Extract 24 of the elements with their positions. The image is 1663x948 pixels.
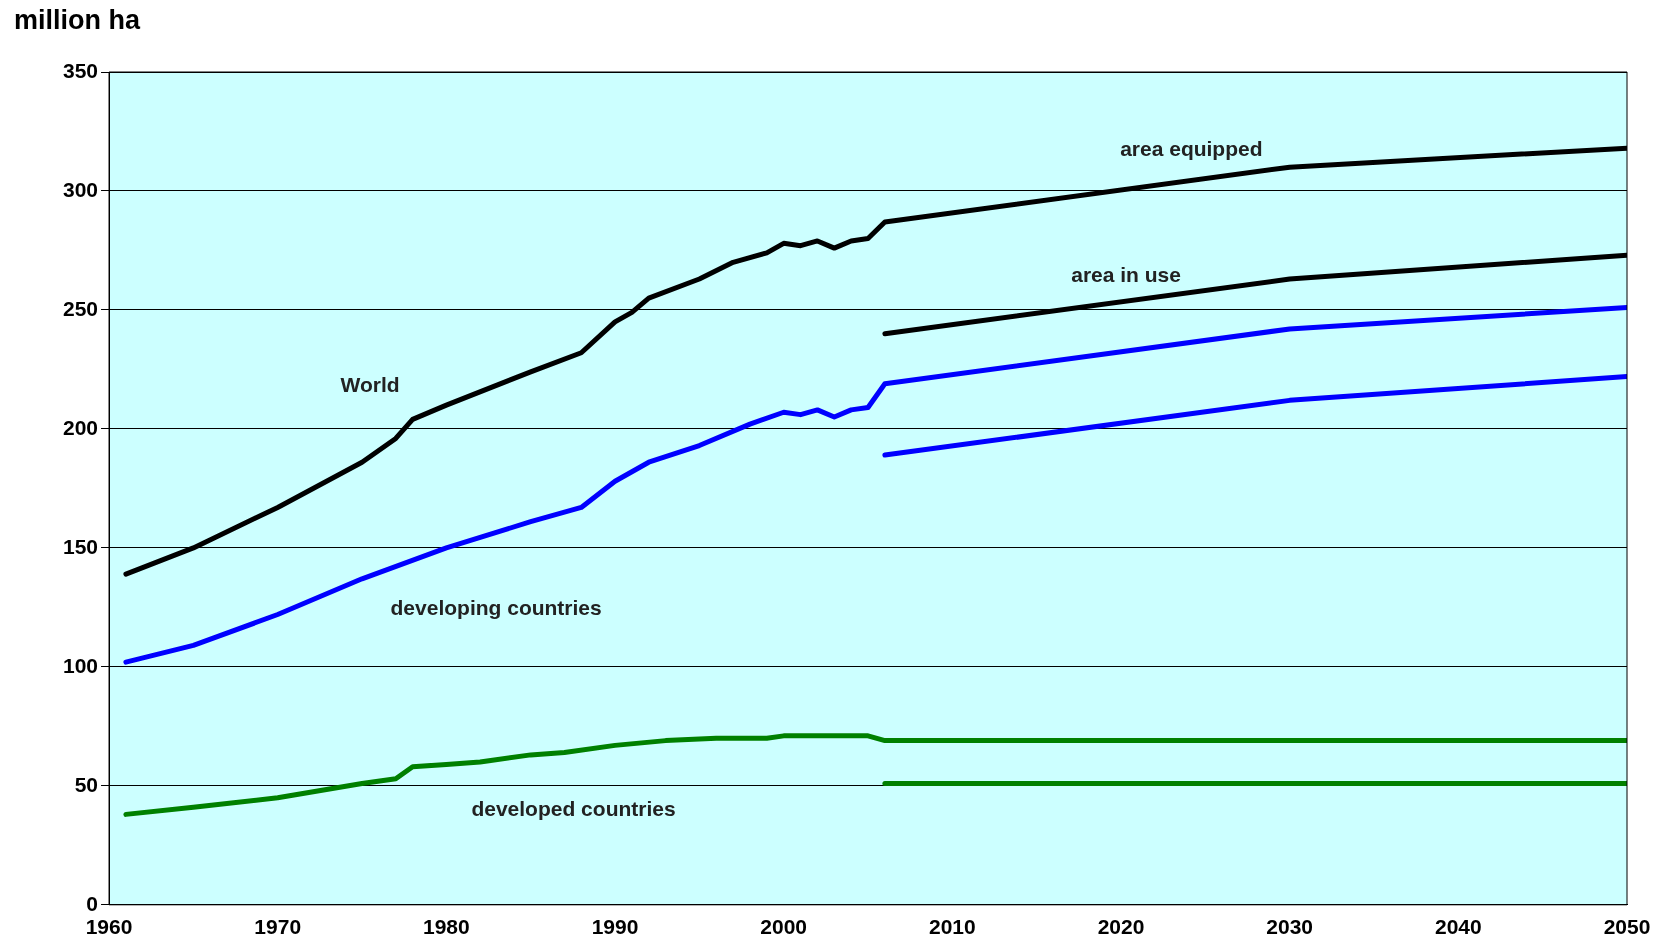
y-tick-label: 250 [62, 296, 99, 320]
y-tick-label: 350 [62, 58, 99, 82]
y-tick-label: 150 [62, 534, 99, 558]
annotation: World [340, 372, 400, 396]
y-tick-label: 100 [62, 653, 99, 677]
x-tick-label: 1970 [254, 915, 302, 939]
annotation: area in use [1071, 262, 1181, 286]
y-axis-title: million ha [14, 5, 141, 36]
x-tick-label: 2040 [1434, 915, 1482, 939]
x-tick-label: 2030 [1266, 915, 1314, 939]
x-tick-label: 1990 [591, 915, 639, 939]
y-tick-label: 200 [62, 415, 99, 439]
y-tick-label: 0 [86, 891, 99, 915]
x-tick-label: 1960 [85, 915, 133, 939]
x-tick-label: 2020 [1097, 915, 1145, 939]
y-tick-label: 300 [62, 177, 99, 201]
x-tick-label: 2050 [1603, 915, 1651, 939]
x-tick-label: 2000 [760, 915, 808, 939]
annotation: developed countries [471, 796, 676, 820]
y-tick-label: 50 [74, 772, 99, 796]
x-tick-label: 1980 [423, 915, 470, 939]
annotation: area equipped [1120, 137, 1263, 161]
x-tick-label: 2010 [928, 915, 976, 939]
annotation: developing countries [390, 595, 602, 619]
